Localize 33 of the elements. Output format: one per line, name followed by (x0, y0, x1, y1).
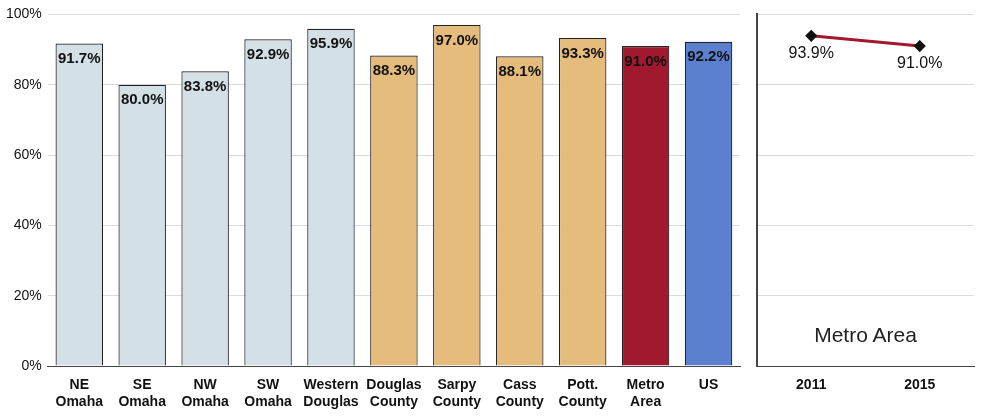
y-tick-label: 0% (21, 356, 42, 373)
data-label: 91.0% (897, 54, 943, 72)
x-tick-label: Cass County (495, 376, 545, 410)
y-tick-label: 80% (13, 75, 42, 92)
data-label: 93.9% (788, 44, 834, 62)
data-label: 92.9% (246, 45, 290, 62)
data-label: 91.0% (624, 51, 667, 69)
y-tick-label: 100% (5, 5, 42, 22)
data-label: 93.3% (561, 43, 604, 61)
x-tick-label: Sarpy County (432, 376, 482, 410)
x-tick-label: Western Douglas (303, 376, 359, 410)
data-label: 80.0% (120, 90, 164, 108)
annotation: Metro Area (814, 323, 918, 346)
x-tick-label: Pott. County (558, 376, 607, 410)
y-tick-label: 60% (13, 145, 42, 162)
x-tick-label: 2011 (796, 376, 827, 393)
data-label: 92.2% (687, 47, 730, 65)
y-tick-label: 40% (13, 216, 42, 233)
data-label: 88.1% (498, 61, 542, 79)
x-tick-label: SW Omaha (244, 376, 292, 410)
x-tick-label: Metro Area (626, 376, 665, 410)
data-label: 91.7% (58, 49, 101, 67)
x-tick-label: US (698, 376, 719, 393)
data-label: 88.3% (372, 61, 416, 79)
x-tick-label: 2015 (904, 376, 936, 393)
x-tick-label: NW Omaha (181, 376, 230, 410)
y-tick-label: 20% (13, 286, 42, 303)
data-label: 95.9% (309, 34, 353, 52)
x-tick-label: Douglas County (366, 376, 422, 410)
x-tick-label: NE Omaha (55, 376, 104, 410)
x-tick-label: SE Omaha (118, 376, 167, 410)
data-label: 97.0% (435, 30, 479, 48)
data-label: 83.8% (183, 77, 227, 94)
